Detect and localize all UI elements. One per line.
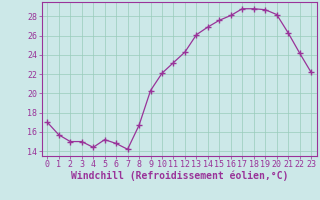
X-axis label: Windchill (Refroidissement éolien,°C): Windchill (Refroidissement éolien,°C) (70, 171, 288, 181)
